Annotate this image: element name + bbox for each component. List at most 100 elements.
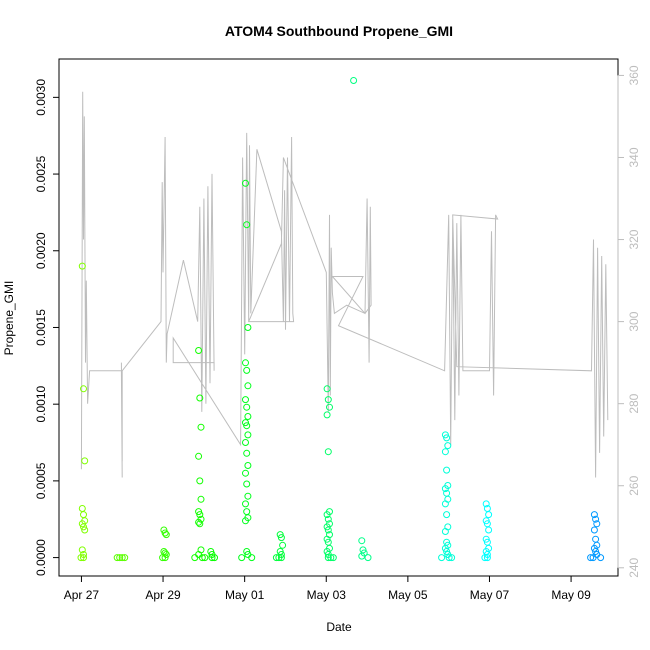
data-point bbox=[242, 439, 249, 446]
data-point bbox=[161, 529, 169, 537]
data-point bbox=[243, 449, 251, 457]
data-point bbox=[323, 523, 331, 531]
data-point bbox=[244, 492, 252, 500]
data-point bbox=[81, 457, 89, 465]
x-tick-label: May 09 bbox=[551, 588, 591, 602]
data-point bbox=[244, 431, 252, 439]
x-tick-label: May 07 bbox=[470, 588, 510, 602]
x-tick-label: May 03 bbox=[307, 588, 347, 602]
data-point bbox=[243, 366, 251, 374]
data-point bbox=[593, 520, 601, 528]
data-point bbox=[242, 419, 249, 427]
data-point bbox=[196, 477, 204, 485]
data-point bbox=[80, 385, 87, 393]
data-point bbox=[277, 534, 285, 542]
y-tick-label: 0.0030 bbox=[34, 79, 48, 116]
data-point bbox=[78, 262, 86, 270]
data-point bbox=[324, 396, 332, 404]
data-point bbox=[323, 385, 331, 393]
data-point bbox=[197, 423, 205, 431]
y-tick-label: 0.0015 bbox=[34, 309, 48, 346]
data-point bbox=[445, 554, 453, 562]
data-point bbox=[196, 520, 204, 528]
data-point bbox=[279, 541, 287, 549]
y2-tick-label: 360 bbox=[627, 65, 641, 85]
data-point bbox=[80, 554, 87, 562]
data-point bbox=[161, 554, 169, 562]
data-point bbox=[324, 526, 332, 534]
data-point bbox=[195, 452, 203, 460]
data-point bbox=[592, 515, 600, 523]
data-point bbox=[243, 422, 251, 430]
plot-frame bbox=[58, 58, 619, 577]
data-point bbox=[242, 359, 249, 367]
y-axis-right: 240 260 280 300 320 340 360 bbox=[617, 65, 641, 578]
data-point bbox=[590, 544, 598, 552]
y-tick-label: 0.0005 bbox=[34, 462, 48, 499]
data-point bbox=[244, 462, 252, 469]
y-tick-label: 0.0000 bbox=[34, 539, 48, 576]
data-point bbox=[327, 554, 335, 562]
data-point bbox=[590, 526, 598, 534]
data-point bbox=[481, 554, 489, 562]
y2-tick-label: 300 bbox=[627, 311, 641, 331]
data-point bbox=[358, 537, 366, 545]
data-point bbox=[248, 554, 256, 562]
data-point bbox=[113, 554, 121, 562]
data-point bbox=[324, 448, 332, 456]
data-point bbox=[191, 554, 199, 562]
data-point bbox=[238, 554, 246, 562]
data-point bbox=[441, 448, 449, 456]
data-point bbox=[323, 411, 331, 419]
data-point bbox=[242, 517, 249, 525]
data-point bbox=[277, 554, 285, 562]
data-point bbox=[242, 179, 249, 187]
data-point bbox=[243, 403, 251, 411]
y-tick-label: 0.0025 bbox=[34, 155, 48, 192]
data-point bbox=[196, 394, 204, 402]
data-point bbox=[485, 511, 493, 519]
data-point bbox=[324, 515, 332, 523]
data-point bbox=[77, 554, 85, 562]
data-point bbox=[80, 523, 87, 531]
scatter-points bbox=[77, 77, 605, 562]
data-point bbox=[78, 520, 86, 528]
y2-tick-label: 260 bbox=[627, 475, 641, 495]
chart-title: ATOM4 Southbound Propene_GMI bbox=[225, 23, 453, 39]
y-tick-label: 0.0020 bbox=[34, 232, 48, 269]
secondary-line-path bbox=[80, 91, 609, 478]
y2-tick-label: 340 bbox=[627, 147, 641, 167]
data-point bbox=[201, 554, 209, 562]
data-point bbox=[242, 500, 249, 508]
data-point bbox=[121, 554, 129, 562]
y2-tick-label: 280 bbox=[627, 393, 641, 413]
data-point bbox=[448, 554, 456, 562]
data-point bbox=[242, 469, 249, 477]
data-point bbox=[364, 554, 372, 562]
y2-tick-label: 320 bbox=[627, 229, 641, 249]
data-point bbox=[208, 554, 216, 562]
data-point bbox=[272, 554, 280, 562]
data-point bbox=[482, 500, 490, 508]
data-point bbox=[589, 554, 597, 562]
data-point bbox=[159, 554, 167, 562]
x-axis-label: Date bbox=[326, 620, 352, 634]
data-point bbox=[597, 554, 605, 562]
secondary-series-line bbox=[80, 91, 609, 478]
data-point bbox=[329, 554, 337, 562]
data-point bbox=[244, 382, 252, 390]
data-point bbox=[243, 480, 251, 488]
y2-tick-label: 240 bbox=[627, 557, 641, 577]
data-point bbox=[198, 554, 206, 562]
data-point bbox=[326, 403, 333, 411]
data-point bbox=[483, 554, 491, 562]
data-point bbox=[443, 466, 451, 474]
data-point bbox=[350, 77, 358, 84]
data-point bbox=[324, 554, 332, 562]
data-point bbox=[438, 554, 446, 562]
y-tick-label: 0.0010 bbox=[34, 386, 48, 423]
x-tick-label: May 05 bbox=[388, 588, 428, 602]
x-tick-label: Apr 29 bbox=[145, 588, 181, 602]
data-point bbox=[243, 508, 251, 516]
data-point bbox=[443, 434, 451, 442]
